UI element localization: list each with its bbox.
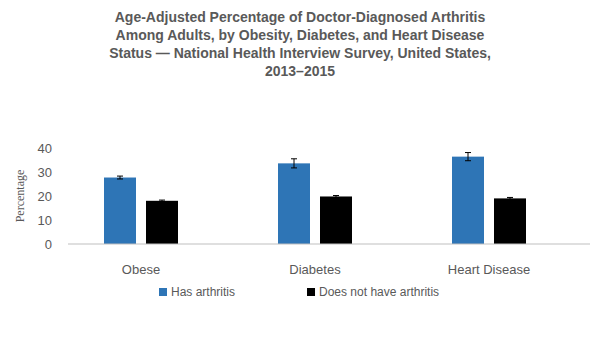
error-bar — [291, 159, 297, 168]
error-cap — [333, 197, 339, 198]
error-cap — [159, 201, 165, 202]
bar — [452, 157, 484, 244]
error-bars — [117, 153, 513, 202]
x-tick-label: Diabetes — [289, 262, 341, 277]
error-cap — [333, 195, 339, 196]
y-axis-label: Percentage — [13, 170, 27, 223]
bar — [278, 163, 310, 244]
y-tick-label: 40 — [38, 141, 52, 156]
error-bar — [159, 200, 165, 201]
legend-label: Does not have arthritis — [319, 285, 439, 299]
error-bar — [507, 197, 513, 199]
error-cap — [507, 199, 513, 200]
bar — [494, 198, 526, 244]
y-tick-label: 0 — [45, 237, 52, 252]
x-tick-label: Obese — [122, 262, 160, 277]
y-tick-label: 20 — [38, 189, 52, 204]
bar — [146, 201, 178, 244]
error-bar — [333, 196, 339, 198]
bars — [104, 157, 526, 244]
legend-swatch — [307, 288, 315, 296]
error-cap — [291, 158, 297, 159]
legend-swatch — [159, 288, 167, 296]
error-cap — [465, 152, 471, 153]
error-bar — [465, 153, 471, 161]
chart: 0 10 20 30 40 Percentage Obese Diabetes Heart Di… — [0, 0, 600, 350]
error-cap — [159, 200, 165, 201]
error-cap — [291, 167, 297, 168]
error-stem — [468, 153, 469, 161]
bar — [104, 178, 136, 244]
error-cap — [117, 176, 123, 177]
x-tick-label: Heart Disease — [448, 262, 530, 277]
error-cap — [507, 197, 513, 198]
error-cap — [465, 160, 471, 161]
x-axis — [68, 244, 590, 245]
error-stem — [294, 159, 295, 168]
error-cap — [117, 178, 123, 179]
y-tick-label: 10 — [38, 213, 52, 228]
chart-title: Age-Adjusted Percentage of Doctor-Diagno… — [95, 8, 505, 80]
y-tick-label: 30 — [38, 165, 52, 180]
error-bar — [117, 176, 123, 179]
legend-label: Has arthritis — [171, 285, 235, 299]
bar — [320, 196, 352, 244]
